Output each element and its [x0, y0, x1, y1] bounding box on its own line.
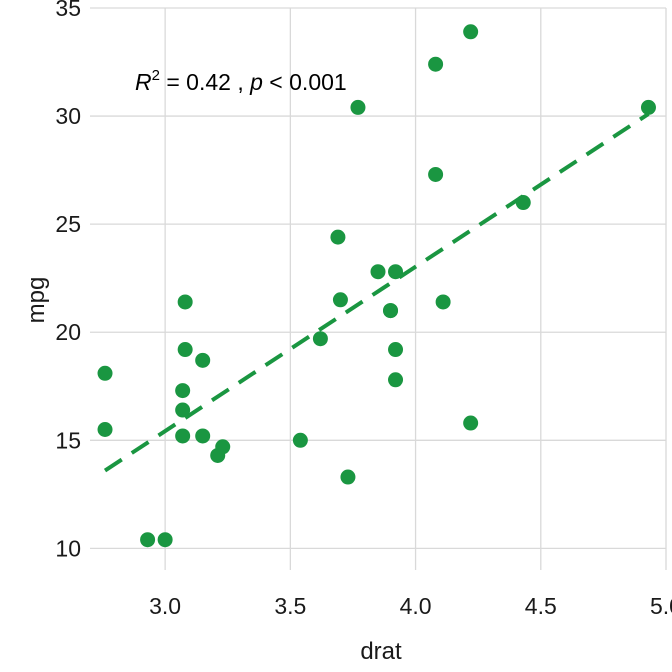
- data-point: [177, 342, 193, 358]
- y-tick-label: 20: [55, 319, 81, 345]
- data-point: [388, 264, 404, 280]
- annotation-r-symbol: R: [135, 69, 152, 95]
- x-tick-label: 3.5: [274, 593, 306, 619]
- data-point: [312, 331, 328, 347]
- data-point: [215, 439, 231, 455]
- x-tick-label: 5.0: [650, 593, 672, 619]
- annotation-p-value: < 0.001: [263, 69, 347, 95]
- data-point: [195, 428, 211, 444]
- x-tick-label: 4.5: [525, 593, 557, 619]
- annotation-p-symbol: p: [249, 69, 263, 95]
- data-points: [97, 24, 656, 548]
- data-point: [292, 432, 308, 448]
- annotation-r2-value: = 0.42 ,: [160, 69, 250, 95]
- data-point: [332, 292, 348, 308]
- annotation-superscript: 2: [152, 67, 160, 84]
- data-point: [388, 372, 404, 388]
- data-point: [97, 422, 113, 437]
- data-point: [350, 99, 366, 115]
- data-point: [97, 365, 113, 381]
- data-point: [177, 294, 193, 310]
- data-point: [330, 229, 346, 245]
- data-point: [175, 383, 191, 399]
- data-point: [640, 99, 656, 115]
- y-tick-label: 35: [55, 0, 81, 21]
- data-point: [370, 264, 386, 280]
- data-point: [383, 303, 399, 319]
- y-axis-ticks: 10 15 20 25 30 35: [55, 0, 81, 561]
- regression-line: [103, 112, 650, 473]
- data-point: [515, 195, 531, 211]
- y-axis-title: mpg: [23, 277, 50, 324]
- data-point: [388, 342, 404, 358]
- y-tick-label: 25: [55, 211, 81, 237]
- data-point: [463, 415, 479, 431]
- data-point: [195, 352, 211, 368]
- x-axis-ticks: 3.0 3.5 4.0 4.5 5.0: [149, 593, 672, 619]
- y-tick-label: 30: [55, 103, 81, 129]
- data-point: [175, 402, 191, 418]
- data-point: [463, 24, 479, 40]
- data-point: [340, 469, 356, 485]
- data-point: [428, 56, 444, 72]
- data-point: [157, 532, 173, 548]
- data-point: [435, 294, 451, 310]
- annotation-r2-p: R2 = 0.42 , p < 0.001: [135, 67, 347, 95]
- x-tick-label: 3.0: [149, 593, 181, 619]
- data-point: [140, 532, 156, 548]
- x-tick-label: 4.0: [400, 593, 432, 619]
- data-point: [428, 166, 444, 182]
- y-tick-label: 15: [55, 427, 81, 453]
- y-tick-label: 10: [55, 535, 81, 561]
- x-axis-title: drat: [360, 638, 402, 665]
- data-point: [175, 428, 191, 444]
